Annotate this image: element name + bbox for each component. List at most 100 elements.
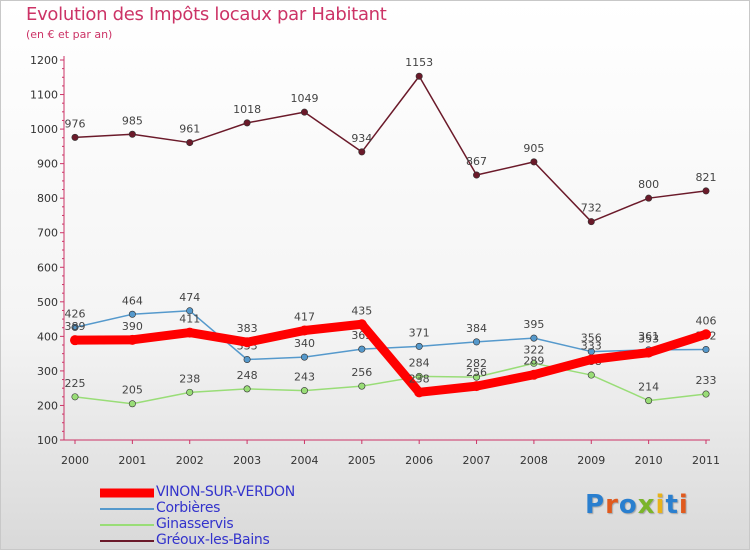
legend-label: VINON-SUR-VERDON: [156, 484, 295, 500]
y-tick-label: 700: [37, 227, 58, 240]
legend-label: Corbières: [156, 500, 221, 516]
data-label: 395: [523, 318, 544, 331]
data-point: [415, 342, 423, 350]
data-point: [587, 218, 595, 226]
y-tick-label: 300: [37, 365, 58, 378]
legend-label: Ginasservis: [156, 516, 234, 532]
chart-title: Evolution des Impôts locaux par Habitant: [26, 4, 387, 25]
y-tick-label: 900: [37, 158, 58, 171]
data-point: [300, 387, 308, 395]
x-tick-label: 2004: [290, 454, 318, 467]
y-tick-label: 600: [37, 261, 58, 274]
legend-swatch: [100, 508, 154, 510]
x-tick-label: 2009: [577, 454, 605, 467]
data-point: [473, 338, 481, 346]
data-label: 340: [294, 337, 315, 350]
series-gr-oux-les-bains: 976 985 961 1018 1049 934 1153 867 905 732 800 821: [65, 56, 717, 226]
data-point: [473, 373, 481, 381]
data-point: [242, 337, 253, 348]
series-corbi-res: 426464474333340363371384395356361362: [65, 291, 717, 364]
x-tick-label: 2008: [520, 454, 548, 467]
data-label: 732: [581, 202, 602, 215]
data-label: 256: [466, 366, 487, 379]
data-point: [186, 388, 194, 396]
data-label: 474: [179, 291, 200, 304]
data-point: [71, 323, 79, 331]
series-line: [70, 319, 711, 397]
data-point: [358, 382, 366, 390]
y-tick-label: 100: [37, 434, 58, 447]
data-label: 214: [638, 381, 659, 394]
data-label: 238: [409, 372, 430, 385]
logo-letter: i: [678, 490, 689, 520]
data-label: 384: [466, 322, 487, 335]
data-label: 1018: [233, 103, 261, 116]
data-label: 985: [122, 114, 143, 127]
data-label: 371: [409, 326, 430, 339]
data-label: 353: [638, 333, 659, 346]
data-label: 821: [696, 171, 717, 184]
data-label: 1153: [405, 56, 433, 69]
data-label: 435: [351, 304, 372, 317]
x-tick-label: 2002: [176, 454, 204, 467]
data-point: [701, 329, 711, 340]
legend-swatch: [100, 524, 154, 526]
y-tick-label: 400: [37, 330, 58, 343]
logo-letter: t: [665, 490, 679, 520]
data-point: [184, 327, 195, 338]
data-label: 867: [466, 155, 487, 168]
data-point: [586, 354, 597, 365]
y-tick-label: 1100: [30, 89, 58, 102]
data-label: 426: [65, 307, 86, 320]
data-point: [415, 72, 423, 80]
data-label: 333: [581, 340, 602, 353]
logo-letter: x: [637, 490, 656, 520]
data-point: [645, 194, 653, 202]
data-point: [530, 334, 538, 342]
x-tick-label: 2010: [635, 454, 663, 467]
data-label: 406: [696, 314, 717, 327]
data-label: 282: [466, 357, 487, 370]
data-point: [471, 381, 482, 392]
chart-subtitle: (en € et par an): [26, 28, 113, 41]
series-line: [74, 362, 707, 405]
data-point: [356, 319, 367, 330]
legend-swatch: [100, 540, 154, 542]
y-tick-label: 800: [37, 192, 58, 205]
data-point: [415, 372, 423, 380]
logo-letter: o: [618, 490, 638, 520]
logo-letter: r: [605, 490, 619, 520]
data-label: 205: [122, 384, 143, 397]
x-tick-label: 2005: [348, 454, 376, 467]
x-tick-label: 2007: [463, 454, 491, 467]
data-point: [645, 397, 653, 405]
data-label: 322: [523, 343, 544, 356]
data-point: [186, 307, 194, 315]
data-label: 976: [65, 117, 86, 130]
data-point: [473, 171, 481, 179]
data-point: [128, 400, 136, 408]
logo-letter: P: [585, 490, 606, 520]
series-line: [74, 75, 707, 223]
proxiti-logo: Proxiti: [585, 490, 689, 520]
data-point: [243, 356, 251, 364]
data-point: [643, 347, 654, 358]
data-point: [702, 345, 710, 353]
series-vinon-sur-verdon: 389 390 411 383 417 435 238 256 289 333 353 406: [65, 304, 717, 398]
data-point: [528, 369, 539, 380]
data-label: 417: [294, 310, 315, 323]
data-label: 361: [638, 330, 659, 343]
data-point: [358, 148, 366, 156]
data-point: [702, 390, 710, 398]
x-tick-label: 2003: [233, 454, 261, 467]
data-point: [414, 387, 425, 398]
data-point: [128, 130, 136, 138]
x-tick-label: 2006: [405, 454, 433, 467]
data-point: [243, 385, 251, 393]
data-label: 411: [179, 313, 200, 326]
data-label: 383: [237, 322, 258, 335]
legend-swatch: [100, 488, 154, 498]
data-label: 800: [638, 178, 659, 191]
